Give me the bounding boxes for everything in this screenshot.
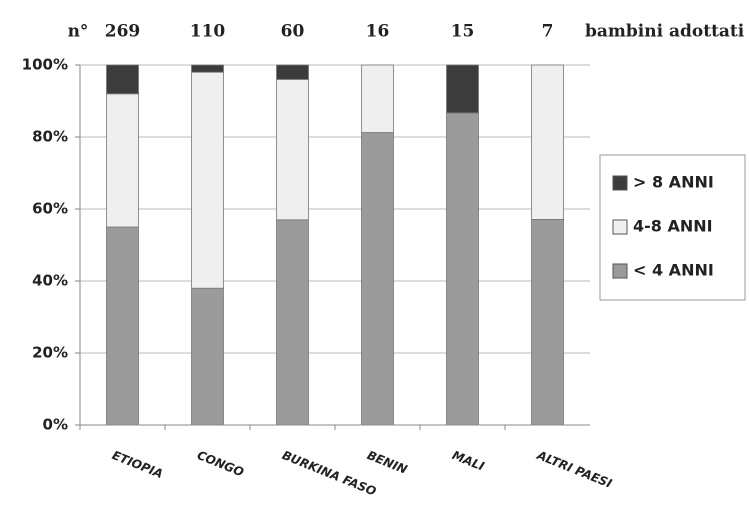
- legend-swatch: [612, 175, 628, 191]
- bar-segment: [191, 64, 224, 73]
- bar-segment: [276, 219, 309, 426]
- x-tick-label: BENIN: [365, 448, 409, 477]
- x-tick-label: ALTRI PAESI: [534, 448, 614, 491]
- bar-segment: [191, 287, 224, 426]
- y-tick-label: 40%: [32, 272, 68, 290]
- bar-segment: [106, 64, 139, 95]
- legend-label: < 4 ANNI: [633, 261, 714, 280]
- bar-segment: [446, 112, 479, 426]
- bar-segment: [106, 226, 139, 426]
- count-label: 269: [105, 22, 141, 42]
- legend-label: 4-8 ANNI: [633, 217, 713, 236]
- y-tick-label: 0%: [43, 416, 68, 434]
- x-tick-label: ETIOPIA: [110, 448, 165, 481]
- count-label: 7: [542, 22, 554, 42]
- x-tick-label: CONGO: [195, 448, 246, 479]
- x-tick-label: MALI: [450, 448, 487, 474]
- bar-segment: [361, 64, 394, 133]
- count-prefix: n°: [68, 22, 89, 42]
- count-label: 110: [190, 22, 226, 42]
- count-label: 15: [451, 22, 475, 42]
- bar-segment: [276, 64, 309, 80]
- y-tick-label: 60%: [32, 200, 68, 218]
- bar-segment: [191, 71, 224, 289]
- bar-segment: [531, 219, 564, 426]
- count-suffix: bambini adottati: [585, 22, 745, 42]
- bar-segment: [446, 64, 479, 114]
- y-tick-label: 20%: [32, 344, 68, 362]
- count-label: 16: [366, 22, 390, 42]
- legend-swatch: [612, 263, 628, 279]
- bar-segment: [106, 93, 139, 228]
- legend-label: > 8 ANNI: [633, 173, 714, 192]
- y-tick-label: 80%: [32, 128, 68, 146]
- bar-segment: [531, 64, 564, 220]
- bar-segment: [276, 79, 309, 221]
- count-label: 60: [281, 22, 305, 42]
- x-tick-label: BURKINA FASO: [280, 448, 378, 499]
- legend-swatch: [612, 219, 628, 235]
- bar-segment: [361, 132, 394, 426]
- y-tick-label: 100%: [22, 56, 68, 74]
